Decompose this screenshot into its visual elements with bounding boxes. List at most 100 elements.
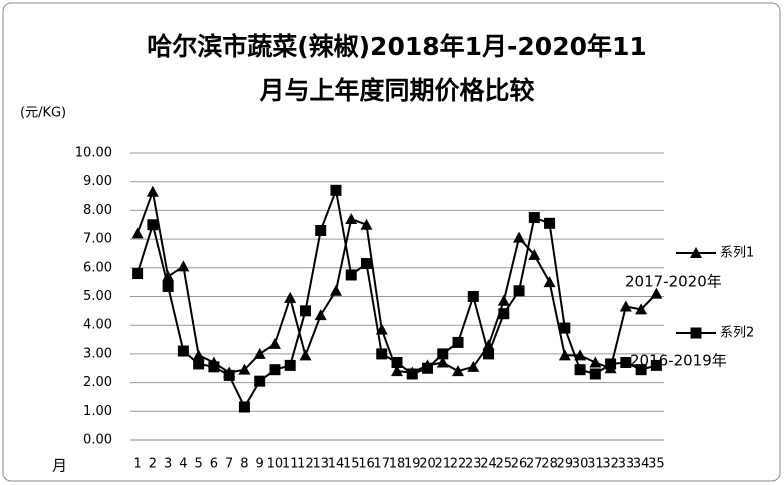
x-tick-label: 19 xyxy=(404,457,421,472)
y-tick-label: 3.00 xyxy=(83,346,112,361)
data-point xyxy=(528,212,540,224)
data-point xyxy=(162,270,175,282)
data-point xyxy=(299,305,311,317)
data-point xyxy=(345,213,358,225)
data-point xyxy=(558,349,571,361)
data-point xyxy=(147,219,159,231)
x-tick-label: 25 xyxy=(496,457,513,472)
data-point xyxy=(589,356,602,368)
data-point xyxy=(574,364,586,376)
x-tick-label: 15 xyxy=(343,457,360,472)
y-tick-label: 9.00 xyxy=(83,174,112,189)
data-point xyxy=(635,364,647,376)
x-tick-label: 1 xyxy=(133,457,141,472)
y-tick-label: 2.00 xyxy=(83,375,112,390)
y-tick-label: 5.00 xyxy=(83,289,112,304)
x-tick-label: 10 xyxy=(267,457,284,472)
data-point xyxy=(329,284,342,296)
data-point xyxy=(315,224,327,236)
data-point xyxy=(223,369,235,381)
data-point xyxy=(314,309,327,321)
x-tick-label: 11 xyxy=(282,457,299,472)
data-point xyxy=(497,294,510,306)
data-point xyxy=(422,362,434,374)
x-tick-label: 9 xyxy=(256,457,264,472)
data-point xyxy=(467,291,479,302)
data-point xyxy=(436,356,449,368)
data-point xyxy=(589,368,601,380)
data-point xyxy=(498,308,510,320)
data-point xyxy=(269,364,281,376)
data-point xyxy=(299,349,312,361)
data-point xyxy=(208,361,220,373)
y-tick-label: 4.00 xyxy=(83,318,112,333)
data-point xyxy=(345,269,357,281)
y-axis-label: (元/KG) xyxy=(20,106,66,121)
data-point xyxy=(544,217,556,229)
x-tick-label: 34 xyxy=(633,457,650,472)
data-point xyxy=(330,184,342,196)
data-point xyxy=(635,303,648,315)
x-axis-label: 月 xyxy=(52,457,67,475)
data-point xyxy=(391,365,403,377)
x-tick-label: 8 xyxy=(240,457,248,472)
data-point xyxy=(284,359,296,371)
data-point xyxy=(650,359,662,371)
x-tick-label: 12 xyxy=(297,457,314,472)
data-point xyxy=(254,375,266,387)
x-tick-label: 2 xyxy=(149,457,157,472)
x-tick-label: 5 xyxy=(195,457,203,472)
x-tick-label: 3 xyxy=(164,457,172,472)
legend-label: 系列2 xyxy=(720,326,754,341)
data-point xyxy=(483,348,495,360)
data-point xyxy=(574,349,587,361)
y-tick-label: 10.00 xyxy=(75,146,112,161)
x-tick-label: 29 xyxy=(557,457,574,472)
legend-marker xyxy=(690,327,702,339)
y-tick-label: 8.00 xyxy=(83,203,112,218)
data-point xyxy=(360,218,373,230)
legend-marker xyxy=(690,247,702,258)
data-point xyxy=(268,337,281,349)
data-point xyxy=(193,358,205,370)
data-point xyxy=(513,231,526,243)
data-point xyxy=(605,358,617,370)
data-point xyxy=(177,260,190,272)
data-point xyxy=(146,185,159,197)
x-tick-label: 26 xyxy=(511,457,528,472)
x-tick-label: 31 xyxy=(587,457,604,472)
data-point xyxy=(360,257,372,269)
data-point xyxy=(131,227,144,239)
data-point xyxy=(437,348,449,360)
data-point xyxy=(376,348,388,360)
annotation: 2017-2020年 xyxy=(625,273,722,291)
data-point xyxy=(192,349,205,361)
x-tick-label: 24 xyxy=(480,457,497,472)
x-tick-label: 7 xyxy=(225,457,233,472)
data-point xyxy=(467,360,480,372)
x-tick-label: 18 xyxy=(389,457,406,472)
x-tick-label: 27 xyxy=(526,457,543,472)
legend-label: 系列1 xyxy=(720,246,754,261)
y-tick-label: 6.00 xyxy=(83,260,112,275)
data-point xyxy=(452,336,464,348)
data-point xyxy=(406,368,418,380)
x-tick-label: 16 xyxy=(358,457,375,472)
data-point xyxy=(238,401,250,413)
chart-title: 哈尔滨市蔬菜(辣椒)2018年1月-2020年11 xyxy=(147,32,647,61)
x-tick-label: 14 xyxy=(328,457,345,472)
y-tick-label: 1.00 xyxy=(83,404,112,419)
data-point xyxy=(132,268,144,280)
x-tick-label: 32 xyxy=(602,457,619,472)
data-point xyxy=(513,285,525,297)
x-tick-label: 28 xyxy=(541,457,558,472)
x-tick-label: 17 xyxy=(373,457,390,472)
x-tick-label: 20 xyxy=(419,457,436,472)
x-tick-label: 23 xyxy=(465,457,482,472)
data-point xyxy=(238,363,251,375)
data-point xyxy=(619,300,632,312)
data-point xyxy=(620,357,632,369)
